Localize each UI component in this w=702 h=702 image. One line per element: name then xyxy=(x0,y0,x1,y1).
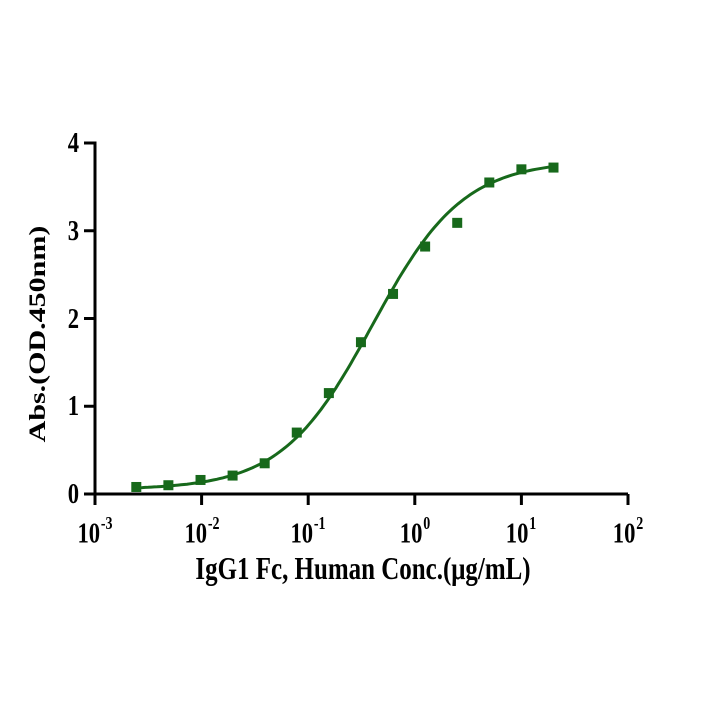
x-tick-base: 10 xyxy=(77,517,101,550)
x-tick-label: 101 xyxy=(486,511,556,550)
data-point-marker xyxy=(195,474,206,485)
data-point-marker xyxy=(388,288,399,299)
x-tick-exponent: 1 xyxy=(529,513,537,534)
data-point-marker xyxy=(259,458,270,469)
y-tick-label: 0 xyxy=(67,478,79,510)
y-tick-label: 2 xyxy=(67,302,79,335)
x-tick-base: 10 xyxy=(399,517,423,550)
x-tick-exponent: -2 xyxy=(207,513,220,534)
x-tick-label: 10-1 xyxy=(273,511,343,550)
y-tick-label: 3 xyxy=(67,214,79,247)
x-tick-label: 10-3 xyxy=(60,511,130,550)
data-point-marker xyxy=(291,427,302,438)
data-point-marker xyxy=(355,337,366,348)
x-tick-base: 10 xyxy=(506,517,529,550)
x-tick-label: 10-2 xyxy=(166,511,236,550)
x-tick-exponent: -3 xyxy=(100,513,113,534)
x-axis-title: IgG1 Fc, Human Conc.(μg/mL) xyxy=(195,550,531,586)
y-axis-title: Abs.(OD.450nm) xyxy=(24,225,51,443)
x-tick-base: 10 xyxy=(290,517,314,550)
data-point-marker xyxy=(548,162,559,173)
data-point-marker xyxy=(131,481,142,492)
x-tick-exponent: 0 xyxy=(422,513,430,534)
x-tick-exponent: -1 xyxy=(314,513,326,534)
data-point-marker xyxy=(516,164,527,175)
data-point-marker xyxy=(420,241,431,252)
x-tick-label: 102 xyxy=(593,511,663,550)
x-tick-exponent: 2 xyxy=(636,513,644,534)
y-tick-label: 1 xyxy=(67,390,79,423)
x-tick-base: 10 xyxy=(612,517,636,550)
data-point-marker xyxy=(484,177,495,188)
x-tick-label: 100 xyxy=(380,511,450,550)
y-tick-label: 4 xyxy=(67,127,79,159)
data-point-marker xyxy=(452,217,463,228)
fit-curve xyxy=(134,165,555,490)
data-point-marker xyxy=(163,480,174,491)
data-point-marker xyxy=(227,470,238,481)
x-tick-base: 10 xyxy=(184,517,207,550)
data-point-marker xyxy=(323,388,334,399)
